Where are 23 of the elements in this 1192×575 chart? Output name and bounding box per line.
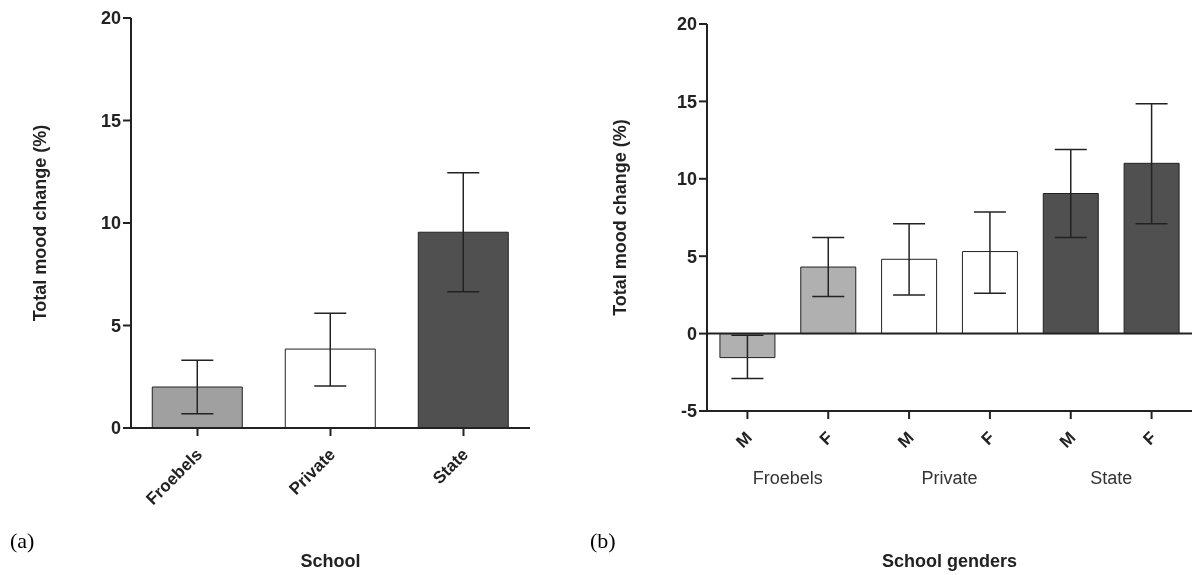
y-axis-title: Total mood change (%): [30, 124, 51, 322]
y-tick-label: 15: [100, 110, 121, 131]
text: (b): [590, 528, 616, 554]
y-axis-title: Total mood change (%): [610, 119, 631, 316]
y-tick-label: 0: [686, 323, 697, 344]
y-tick-label: 5: [110, 315, 121, 336]
text: (a): [10, 528, 35, 554]
x-tick-label: M: [732, 428, 756, 452]
x-tick-label: F: [977, 428, 999, 449]
y-tick-label: 10: [100, 213, 121, 234]
y-tick-label: 0: [110, 418, 121, 439]
y-tick-label: 5: [686, 246, 697, 267]
y-tick-label: 10: [676, 169, 697, 190]
x-tick-label: M: [1055, 428, 1080, 452]
x-axis-title: School: [300, 551, 361, 571]
x-axis-title: School genders: [881, 551, 1018, 571]
x-tick-label: F: [815, 428, 837, 449]
y-tick-label: -5: [680, 401, 697, 422]
y-tick-label: 15: [676, 91, 697, 112]
y-tick-label: 20: [100, 8, 121, 29]
x-tick-label: M: [894, 428, 918, 452]
x-tick-label: F: [1139, 428, 1161, 449]
y-tick-label: 20: [676, 14, 697, 35]
